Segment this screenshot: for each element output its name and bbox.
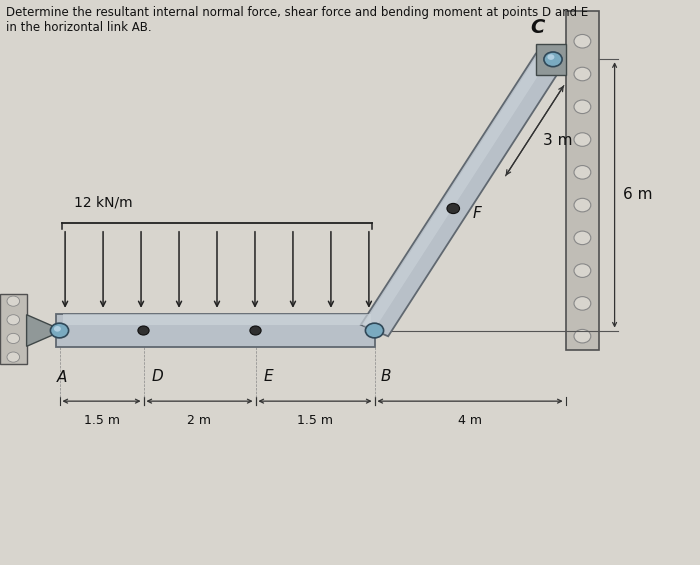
Text: D: D [152,369,164,384]
Circle shape [54,326,61,332]
Circle shape [574,329,591,343]
Text: 2 m: 2 m [188,414,211,427]
Circle shape [50,323,69,338]
Circle shape [365,323,384,338]
Polygon shape [360,54,564,336]
Text: 1.5 m: 1.5 m [297,414,333,427]
Text: F: F [473,206,482,220]
Text: 1.5 m: 1.5 m [83,414,120,427]
Circle shape [574,133,591,146]
Circle shape [574,67,591,81]
Circle shape [547,54,554,60]
Bar [566,11,599,350]
Circle shape [7,333,20,344]
Polygon shape [363,54,549,330]
Polygon shape [63,314,371,325]
Text: E: E [264,369,274,384]
Circle shape [574,198,591,212]
Polygon shape [27,315,63,346]
Circle shape [544,52,562,67]
Circle shape [574,34,591,48]
Text: B: B [380,369,391,384]
Text: 12 kN/m: 12 kN/m [74,195,132,209]
Text: Determine the resultant internal normal force, shear force and bending moment at: Determine the resultant internal normal … [6,6,588,19]
Polygon shape [56,314,374,347]
Bar [0,294,27,364]
Bar [536,44,566,75]
Text: in the horizontal link AB.: in the horizontal link AB. [6,21,151,34]
Circle shape [574,264,591,277]
Circle shape [574,166,591,179]
Circle shape [7,352,20,362]
Text: C: C [531,18,545,37]
Circle shape [574,231,591,245]
Circle shape [447,203,460,214]
Circle shape [574,100,591,114]
Circle shape [7,296,20,306]
Text: 3 m: 3 m [543,133,573,148]
Text: 4 m: 4 m [458,414,482,427]
Text: 6 m: 6 m [623,188,652,202]
Text: A: A [57,370,66,385]
Circle shape [250,326,261,335]
Circle shape [138,326,149,335]
Circle shape [574,297,591,310]
Circle shape [7,315,20,325]
